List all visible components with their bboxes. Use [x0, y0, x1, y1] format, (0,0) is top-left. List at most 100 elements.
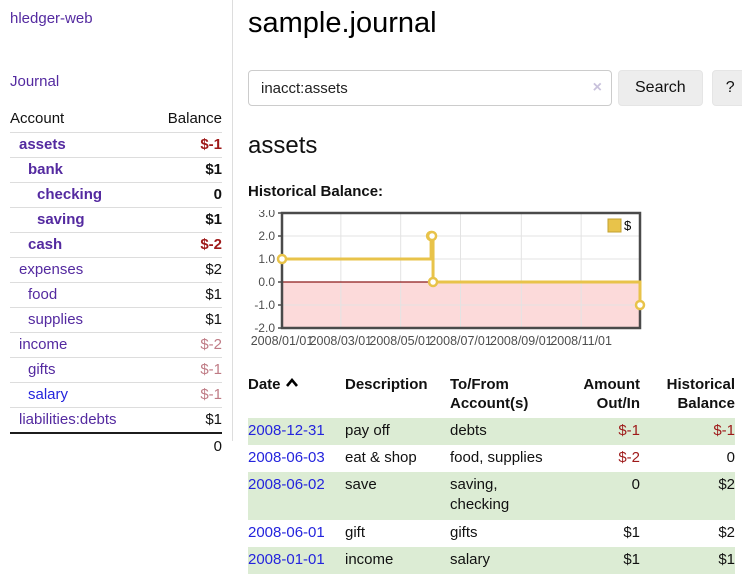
account-balance: $-2	[150, 332, 222, 358]
search-button[interactable]: Search	[618, 70, 703, 106]
account-link-supplies[interactable]: supplies	[28, 311, 84, 328]
account-link-assets[interactable]: assets	[19, 136, 66, 153]
account-balance: $1	[150, 307, 222, 333]
transaction-amount: $-1	[618, 421, 640, 439]
account-balance: $1	[150, 407, 222, 433]
account-row: bank $1	[10, 157, 222, 183]
svg-text:2008/11/01: 2008/11/01	[550, 334, 612, 348]
accounts-total-balance: 0	[150, 432, 222, 459]
accounts-balance-table: Account Balance assets $-1 bank $1 checking 0…	[10, 106, 222, 459]
accounts-total-row: 0	[10, 432, 222, 459]
register-row: 2008-12-31 pay off debts $-1 $-1	[248, 417, 735, 445]
transaction-amount: $-2	[618, 448, 640, 466]
account-link-gifts[interactable]: gifts	[28, 361, 56, 378]
svg-text:2008/05/01: 2008/05/01	[369, 334, 432, 348]
search-input[interactable]	[248, 70, 612, 106]
register-row: 2008-01-01 income salary $1 $1	[248, 546, 735, 574]
account-row: saving $1	[10, 207, 222, 233]
register-header-to-from-account-s-: To/From Account(s)	[450, 376, 529, 412]
account-link-food[interactable]: food	[28, 286, 58, 303]
register-row: 2008-06-02 save saving, checking 0 $2	[248, 472, 735, 520]
svg-text:3.0: 3.0	[258, 210, 275, 220]
transaction-description: income	[345, 550, 394, 568]
register-table: Date Description To/From Account(s) Amount …	[248, 374, 735, 574]
account-link-salary[interactable]: salary	[28, 386, 69, 403]
account-balance: $1	[150, 157, 222, 183]
historical-balance-chart: 3.0 2.0 1.0 0.0 -1.0 -2.02008/01/012008/03/01…	[251, 210, 646, 348]
account-link-checking[interactable]: checking	[37, 186, 103, 203]
transaction-date-link[interactable]: 2008-06-02	[248, 476, 325, 493]
data-point-marker	[634, 299, 646, 311]
account-row: expenses $2	[10, 257, 222, 283]
sidebar-item-journal[interactable]: Journal	[10, 73, 60, 90]
svg-text:2.0: 2.0	[258, 229, 275, 243]
transaction-accounts: food, supplies	[450, 448, 543, 466]
account-link-saving[interactable]: saving	[37, 211, 85, 228]
register-header-amount-out-in: Amount Out/In	[583, 376, 640, 412]
transaction-amount: $1	[623, 550, 640, 568]
transaction-date-link[interactable]: 2008-12-31	[248, 421, 325, 439]
account-row: salary $-1	[10, 382, 222, 408]
clear-search-icon[interactable]: ×	[592, 79, 602, 96]
accounts-column-header: Account	[10, 110, 65, 127]
data-point-marker	[427, 276, 439, 288]
svg-text:2008/07/01: 2008/07/01	[429, 334, 492, 348]
transaction-accounts: debts	[450, 421, 487, 439]
register-row: 2008-06-03 eat & shop food, supplies $-2 0	[248, 445, 735, 472]
account-balance: $-1	[150, 382, 222, 408]
account-link-cash[interactable]: cash	[28, 236, 63, 253]
account-balance: 0	[150, 182, 222, 208]
sidebar-divider	[232, 0, 233, 441]
transaction-date-link[interactable]: 2008-06-01	[248, 523, 325, 541]
chart-title: Historical Balance:	[248, 183, 384, 200]
main-content: sample.journal × Search ? assets Histori…	[248, 0, 742, 574]
data-point-marker	[426, 230, 438, 242]
account-row: checking 0	[10, 182, 222, 208]
account-row: cash $-2	[10, 232, 222, 258]
register-row: 2008-06-01 gift gifts $1 $2	[248, 520, 735, 547]
account-page-title: assets	[248, 132, 318, 159]
transaction-accounts: salary	[450, 550, 491, 568]
account-balance: $-2	[150, 232, 222, 258]
account-balance: $2	[150, 257, 222, 283]
transaction-description: gift	[345, 523, 366, 541]
transaction-accounts: gifts	[450, 523, 478, 541]
account-row: income $-2	[10, 332, 222, 358]
register-header-date[interactable]: Date	[248, 374, 345, 418]
transaction-date-link[interactable]: 2008-06-03	[248, 448, 325, 466]
account-row: liabilities:debts $1	[10, 407, 222, 433]
account-balance: $1	[150, 207, 222, 233]
transaction-amount: $1	[623, 523, 640, 541]
transaction-description: eat & shop	[345, 448, 417, 466]
account-balance: $-1	[150, 132, 222, 158]
svg-text:0.0: 0.0	[258, 275, 275, 289]
transaction-description: pay off	[345, 421, 390, 439]
account-link-income[interactable]: income	[19, 336, 68, 353]
transaction-balance: $1	[718, 550, 735, 568]
search-bar: × Search ?	[248, 70, 742, 106]
transaction-amount: 0	[631, 476, 640, 493]
app-title-link[interactable]: hledger-web	[10, 10, 93, 27]
account-link-expenses[interactable]: expenses	[19, 261, 84, 278]
register-header-description: Description	[345, 376, 428, 393]
transaction-accounts: saving, checking	[450, 476, 510, 514]
transaction-balance: $2	[718, 523, 735, 541]
svg-text:1.0: 1.0	[258, 252, 275, 266]
legend-swatch	[607, 218, 622, 233]
transaction-balance: 0	[726, 448, 735, 466]
plot-border	[280, 211, 642, 330]
help-button[interactable]: ?	[711, 70, 742, 106]
legend-label: $	[624, 218, 632, 233]
sidebar: hledger-web Journal Account Balance asse…	[0, 0, 232, 469]
account-row: gifts $-1	[10, 357, 222, 383]
sort-ascending-icon	[285, 378, 298, 387]
chart-legend: $	[607, 218, 632, 233]
transaction-date-link[interactable]: 2008-01-01	[248, 550, 325, 568]
account-link-bank[interactable]: bank	[28, 161, 64, 178]
data-point-marker	[276, 253, 288, 265]
transaction-description: save	[345, 476, 377, 493]
transaction-balance: $-1	[713, 421, 735, 439]
account-link-liabilities-debts[interactable]: liabilities:debts	[19, 411, 117, 428]
account-row: assets $-1	[10, 132, 222, 158]
svg-text:2008/03/01: 2008/03/01	[310, 334, 373, 348]
